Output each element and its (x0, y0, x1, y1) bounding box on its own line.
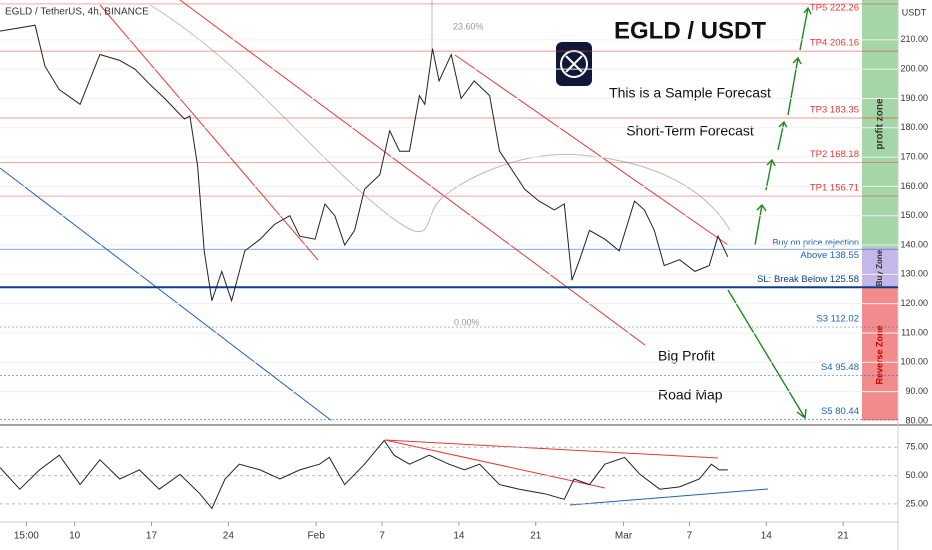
profit-zone (862, 0, 898, 248)
forecast-arrows (727, 6, 812, 420)
series-line (0, 439, 728, 510)
series-line (0, 24, 729, 303)
x-tick-label: Feb (308, 531, 326, 542)
level-label: TP5 222.26 (810, 3, 859, 14)
x-tick-label: 17 (146, 531, 158, 542)
y-tick-label: 100.00 (900, 357, 928, 367)
subtitle: This is a Sample Forecast (609, 85, 771, 101)
x-tick-label: 21 (530, 531, 542, 542)
moving-average (149, 4, 731, 233)
x-tick-label: 24 (223, 531, 235, 542)
y-tick-label: 130.00 (900, 269, 928, 279)
x-tick-label: 7 (687, 531, 693, 542)
annotation: Short-Term Forecast (626, 123, 754, 139)
annotation: Big Profit (658, 348, 715, 364)
arrow (765, 158, 776, 191)
y-tick-label: 170.00 (900, 151, 928, 161)
level-label: TP4 206.16 (810, 38, 859, 49)
y2-tick-label: 75.00 (905, 442, 928, 452)
x-tick-label: 7 (379, 531, 385, 542)
rsi-trendline (569, 488, 769, 506)
currency-label: USDT (902, 7, 927, 17)
y-tick-label: 90.00 (905, 386, 928, 396)
annotation: Road Map (658, 387, 723, 403)
x-tick-label: 14 (453, 531, 465, 542)
zone-label: Buy Zone (875, 249, 884, 286)
y-tick-label: 120.00 (900, 298, 928, 308)
symbol-header: EGLD / TetherUS, 4h, BINANCE (5, 7, 149, 18)
level-label: S5 80.44 (821, 406, 859, 417)
buy-zone (862, 248, 898, 288)
arrow (754, 203, 767, 246)
x-tick-label: 14 (761, 531, 773, 542)
zone-label: Reverse Zone (874, 325, 884, 384)
level-label: SL: Break Below 125.58 (757, 274, 859, 285)
y-tick-label: 160.00 (900, 181, 928, 191)
level-label: Above 138.55 (800, 250, 859, 261)
level-label: S3 112.02 (816, 314, 859, 325)
x-tick-label: 21 (838, 531, 850, 542)
x-tick-label: 15:00 (14, 531, 39, 542)
fib-label: 23.60% (453, 21, 484, 31)
logo (556, 42, 592, 86)
y-tick-label: 140.00 (900, 239, 928, 249)
zone-label: profit zone (875, 98, 886, 150)
level-label: TP1 156.71 (810, 183, 859, 194)
arrow (727, 289, 807, 420)
y2-tick-label: 25.00 (905, 498, 928, 508)
y2-tick-label: 50.00 (905, 470, 928, 480)
y-tick-label: 190.00 (900, 93, 928, 103)
rsi-trendline (384, 439, 719, 459)
level-label: TP3 183.35 (810, 104, 859, 115)
reverse-zone (862, 288, 898, 421)
level-label: TP2 168.18 (810, 149, 859, 160)
arrow (787, 56, 802, 116)
y-tick-label: 210.00 (900, 34, 928, 44)
rsi-trendline (384, 439, 606, 489)
trendline (454, 54, 729, 246)
y-tick-label: 80.00 (905, 415, 928, 425)
fib-label: 0.00% (454, 317, 480, 327)
y-tick-label: 150.00 (900, 210, 928, 220)
level-label: S4 95.48 (821, 362, 859, 373)
y-tick-label: 200.00 (900, 64, 928, 74)
y-tick-label: 110.00 (901, 327, 928, 337)
arrow (799, 6, 812, 51)
annotation: Buy on price rejection (772, 237, 859, 247)
trendline (0, 167, 333, 422)
y-tick-label: 180.00 (900, 122, 928, 132)
trendline (99, 4, 319, 261)
x-tick-label: 10 (69, 531, 81, 542)
arrow (777, 120, 788, 151)
x-tick-label: Mar (615, 531, 633, 542)
